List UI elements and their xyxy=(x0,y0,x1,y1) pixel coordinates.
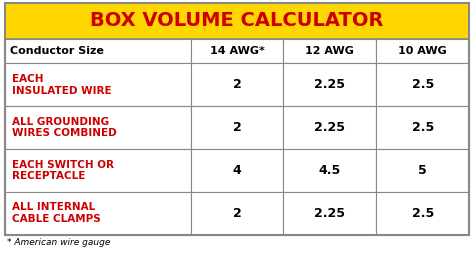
Bar xyxy=(191,106,283,149)
Text: 5: 5 xyxy=(419,164,427,177)
Text: 2.25: 2.25 xyxy=(314,207,346,220)
Text: Conductor Size: Conductor Size xyxy=(10,46,104,56)
Text: EACH
INSULATED WIRE: EACH INSULATED WIRE xyxy=(12,74,111,96)
Bar xyxy=(376,106,469,149)
Text: 4: 4 xyxy=(233,164,241,177)
Bar xyxy=(191,149,283,192)
Text: BOX VOLUME CALCULATOR: BOX VOLUME CALCULATOR xyxy=(90,11,384,30)
Text: 2.5: 2.5 xyxy=(412,207,434,220)
Bar xyxy=(283,192,376,235)
Bar xyxy=(191,63,283,106)
Bar xyxy=(191,192,283,235)
Text: 2.25: 2.25 xyxy=(314,121,346,134)
Bar xyxy=(5,3,469,235)
Bar xyxy=(283,39,376,63)
Text: * American wire gauge: * American wire gauge xyxy=(7,238,110,247)
Bar xyxy=(283,106,376,149)
Bar xyxy=(376,192,469,235)
Text: ALL GROUNDING
WIRES COMBINED: ALL GROUNDING WIRES COMBINED xyxy=(12,117,117,139)
Bar xyxy=(5,39,191,63)
Text: 2.5: 2.5 xyxy=(412,121,434,134)
Bar xyxy=(5,63,191,106)
Bar xyxy=(5,149,191,192)
Bar xyxy=(283,149,376,192)
Text: 4.5: 4.5 xyxy=(319,164,341,177)
Text: 12 AWG: 12 AWG xyxy=(305,46,355,56)
Text: 2.5: 2.5 xyxy=(412,78,434,91)
Text: 10 AWG: 10 AWG xyxy=(399,46,447,56)
Text: 14 AWG*: 14 AWG* xyxy=(210,46,264,56)
Bar xyxy=(5,106,191,149)
Bar xyxy=(191,39,283,63)
Bar xyxy=(376,63,469,106)
Bar xyxy=(5,3,469,39)
Bar xyxy=(283,63,376,106)
Text: 2.25: 2.25 xyxy=(314,78,346,91)
Text: 2: 2 xyxy=(233,78,241,91)
Bar xyxy=(5,192,191,235)
Bar xyxy=(376,39,469,63)
Bar xyxy=(376,149,469,192)
Text: 2: 2 xyxy=(233,207,241,220)
Text: ALL INTERNAL
CABLE CLAMPS: ALL INTERNAL CABLE CLAMPS xyxy=(12,202,100,224)
Text: 2: 2 xyxy=(233,121,241,134)
Text: EACH SWITCH OR
RECEPTACLE: EACH SWITCH OR RECEPTACLE xyxy=(12,160,114,181)
